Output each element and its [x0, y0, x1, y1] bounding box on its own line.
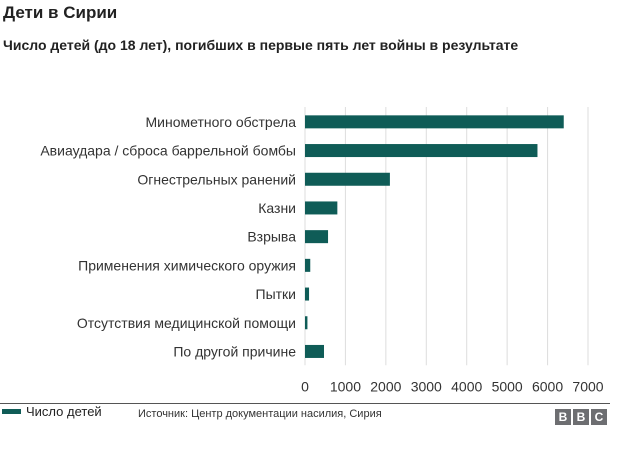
- legend-swatch: [2, 409, 21, 414]
- x-tick-label: 3000: [411, 378, 442, 394]
- x-tick-label: 6000: [532, 378, 563, 394]
- x-tick-label: 0: [301, 378, 309, 394]
- bar: [305, 258, 311, 272]
- legend: Число детей: [2, 404, 102, 419]
- bar: [305, 316, 308, 330]
- bbc-logo: B B C: [555, 409, 607, 425]
- bar: [305, 144, 538, 158]
- category-label: Пытки: [256, 286, 296, 302]
- category-label: Авиаудара / сброса баррельной бомбы: [40, 143, 296, 159]
- x-tick-label: 5000: [492, 378, 523, 394]
- category-label: Взрыва: [247, 229, 296, 245]
- bbc-logo-letter: C: [591, 409, 607, 425]
- x-tick-label: 7000: [572, 378, 603, 394]
- source-note: Источник: Центр документации насилия, Си…: [138, 408, 382, 420]
- category-label: Минометного обстрела: [146, 114, 297, 130]
- chart-title: Дети в Сирии: [3, 3, 118, 22]
- legend-label: Число детей: [26, 404, 102, 419]
- bar: [305, 201, 338, 215]
- category-label: Применения химического оружия: [78, 257, 296, 273]
- category-label: По другой причине: [173, 343, 296, 359]
- bbc-logo-letter: B: [573, 409, 589, 425]
- bar: [305, 172, 390, 186]
- category-label: Отсутствия медицинской помощи: [77, 315, 296, 331]
- category-label: Казни: [258, 200, 296, 216]
- x-tick-label: 2000: [370, 378, 401, 394]
- bar: [305, 230, 329, 244]
- category-label: Огнестрельных ранений: [137, 171, 296, 187]
- bar: [305, 115, 564, 129]
- chart-subtitle: Число детей (до 18 лет), погибших в перв…: [3, 37, 519, 53]
- bar: [305, 344, 325, 358]
- footer-divider: [0, 403, 610, 404]
- bbc-logo-letter: B: [555, 409, 571, 425]
- bar-chart: Минометного обстрела Авиаудара / сброса б…: [40, 107, 604, 394]
- x-tick-label: 4000: [451, 378, 482, 394]
- bar: [305, 287, 310, 301]
- x-tick-label: 1000: [330, 378, 361, 394]
